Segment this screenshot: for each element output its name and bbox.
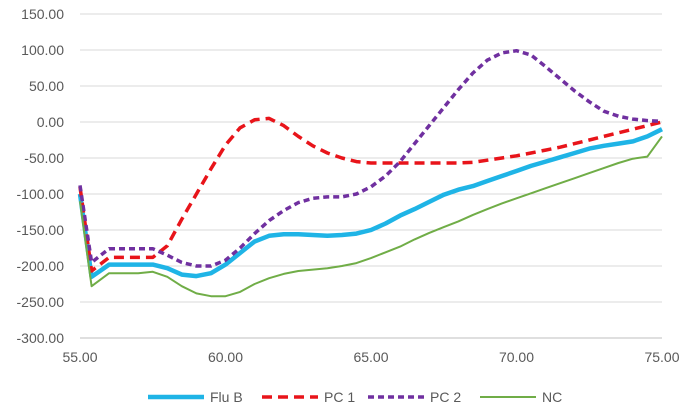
series-line-pc-1	[78, 116, 663, 273]
y-tick-label: 50.00	[29, 78, 64, 94]
x-tick-label: 60.00	[208, 349, 243, 365]
legend-label: PC 1	[324, 389, 355, 405]
x-tick-label: 55.00	[62, 349, 97, 365]
y-tick-label: -100.00	[17, 186, 65, 202]
y-tick-label: 0.00	[37, 114, 64, 130]
gridlines	[80, 13, 662, 339]
series-lines	[77, 48, 663, 298]
y-tick-label: -50.00	[24, 150, 64, 166]
y-tick-label: 150.00	[21, 6, 64, 22]
y-tick-label: -200.00	[17, 258, 65, 274]
series-line-flu-b	[77, 127, 663, 280]
y-tick-label: 100.00	[21, 42, 64, 58]
y-axis-tick-labels: 150.00 100.00 50.00 0.00 -50.00 -100.00 -150.0…	[17, 6, 65, 346]
x-tick-label: 65.00	[353, 349, 388, 365]
y-tick-label: -250.00	[17, 294, 65, 310]
y-tick-label: -300.00	[17, 330, 65, 346]
legend-label: Flu B	[210, 389, 243, 405]
x-tick-label: 75.00	[644, 349, 679, 365]
x-axis-tick-labels: 55.00 60.00 65.00 70.00 75.00	[62, 349, 679, 365]
y-tick-label: -150.00	[17, 222, 65, 238]
series-line-nc	[79, 135, 663, 298]
legend-label: PC 2	[430, 389, 461, 405]
x-tick-label: 70.00	[499, 349, 534, 365]
series-line-pc-2	[78, 48, 663, 268]
legend: Flu B PC 1 PC 2 NC	[148, 389, 562, 405]
legend-label: NC	[542, 389, 562, 405]
